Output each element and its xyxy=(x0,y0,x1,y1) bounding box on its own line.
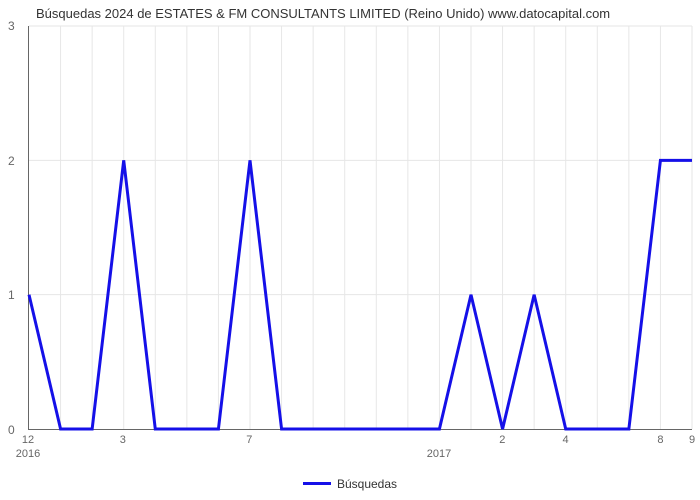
chart-legend: Búsquedas xyxy=(0,472,700,491)
legend-label: Búsquedas xyxy=(337,477,397,491)
x-tick-label: 12 xyxy=(22,434,34,446)
x-tick-label: 7 xyxy=(246,434,252,446)
x-tick-label: 2 xyxy=(499,434,505,446)
y-tick-label: 0 xyxy=(8,423,15,437)
x-tick-label: 3 xyxy=(120,434,126,446)
plot-area xyxy=(28,26,692,430)
legend-swatch xyxy=(303,482,331,485)
chart-title: Búsquedas 2024 de ESTATES & FM CONSULTAN… xyxy=(36,6,610,21)
y-tick-label: 3 xyxy=(8,19,15,33)
y-tick-label: 1 xyxy=(8,288,15,302)
x-tick-label: 8 xyxy=(657,434,663,446)
x-tick-label: 9 xyxy=(689,434,695,446)
x-tick-year-label: 2016 xyxy=(16,448,40,460)
x-tick-year-label: 2017 xyxy=(427,448,451,460)
line-chart-svg xyxy=(29,26,692,429)
y-tick-label: 2 xyxy=(8,154,15,168)
x-tick-label: 4 xyxy=(562,434,568,446)
legend-item: Búsquedas xyxy=(303,477,397,491)
